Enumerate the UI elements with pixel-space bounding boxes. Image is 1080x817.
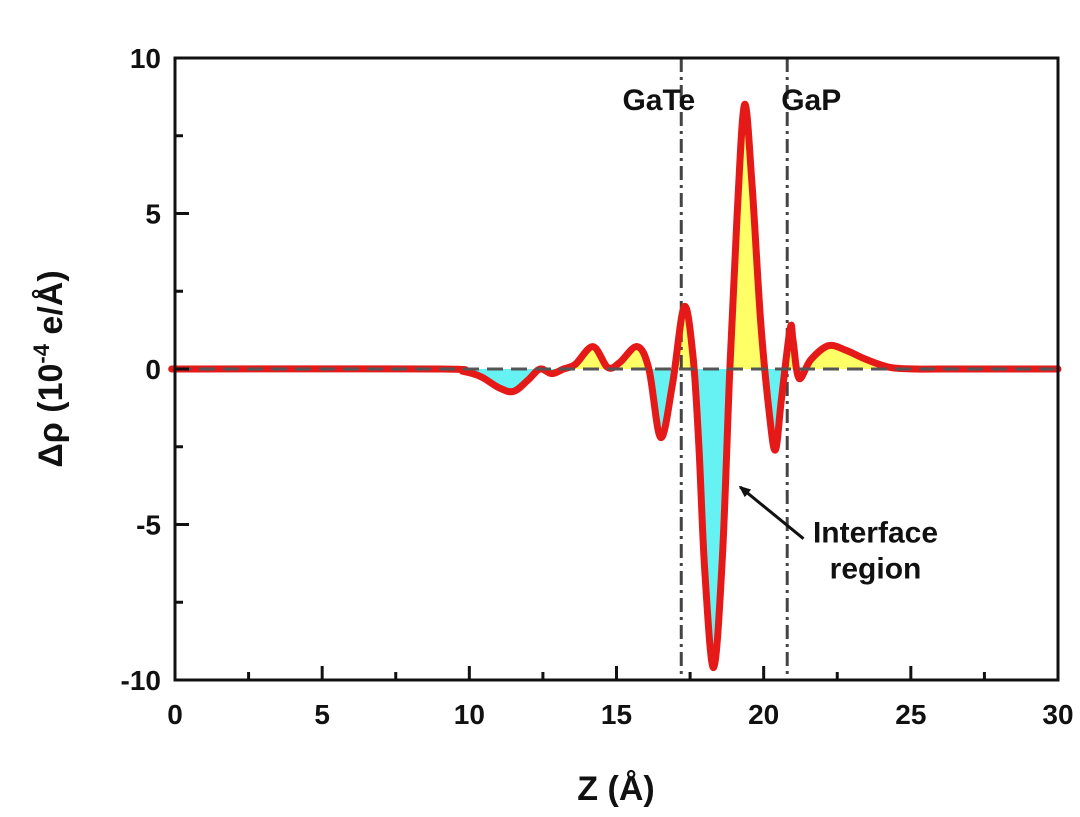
- area-fills: [175, 104, 1058, 668]
- x-tick-label: 25: [895, 699, 926, 730]
- delta-rho-series-line: [168, 101, 1062, 672]
- interface-annotation-line1: Interface: [813, 517, 938, 550]
- x-tick-label: 5: [314, 699, 330, 730]
- x-tick-label: 30: [1042, 699, 1073, 730]
- y-tick-label: 0: [145, 354, 161, 385]
- y-tick-label: -5: [136, 510, 161, 541]
- gate-label: GaTe: [622, 84, 695, 117]
- y-axis-title: Δρ (10-4 e/Å): [29, 270, 70, 467]
- y-tick-label: 5: [145, 199, 161, 230]
- x-axis-title: Z (Å): [577, 770, 654, 808]
- x-tick-label: 0: [167, 699, 183, 730]
- interface-arrow: [738, 485, 805, 540]
- gap-label: GaP: [781, 84, 841, 117]
- negative-area-fill: [175, 369, 1058, 668]
- y-tick-label: 10: [130, 43, 161, 74]
- positive-area-fill: [175, 104, 1058, 369]
- y-axis-ticks: -10 -5 0 5 10: [121, 43, 189, 696]
- x-tick-label: 10: [454, 699, 485, 730]
- x-tick-label: 15: [601, 699, 632, 730]
- y-axis-title-suffix: e/Å): [32, 270, 70, 344]
- y-axis-title-symbol: Δρ: [32, 422, 70, 467]
- y-axis-title-prefix: (10: [32, 364, 70, 413]
- interface-annotation-line2: region: [830, 553, 922, 586]
- y-axis-title-exponent: -4: [29, 343, 54, 363]
- x-axis-ticks: 0 5 10 15 20 25 30: [167, 666, 1074, 730]
- y-tick-label: -10: [121, 665, 161, 696]
- x-tick-label: 20: [748, 699, 779, 730]
